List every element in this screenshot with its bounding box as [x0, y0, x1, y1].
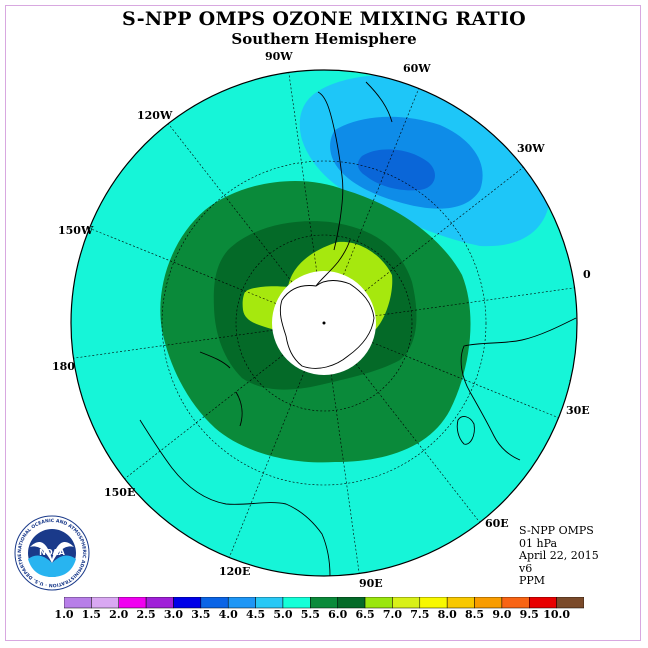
colorbar-tick-label: 10.0 — [543, 608, 571, 621]
info-block: S-NPP OMPS 01 hPa April 22, 2015 v6 PPM — [519, 524, 599, 588]
colorbar-tick-label: 9.0 — [492, 608, 512, 621]
meridian-line — [355, 363, 480, 523]
lon-label-120e: 120E — [219, 565, 250, 578]
map-boundary — [70, 69, 578, 577]
colorbar-tick-label: 2.0 — [109, 608, 129, 621]
lon-label-150w: 150W — [58, 224, 94, 237]
south-america-coast — [317, 81, 393, 251]
colorbar-tick-label: 6.5 — [355, 608, 375, 621]
antarctica-coast — [279, 239, 375, 369]
colorbar-swatch — [255, 597, 284, 609]
meridian-line — [372, 342, 559, 419]
meridian-line — [89, 227, 276, 304]
lon-label-30e: 30E — [566, 404, 590, 417]
meridian-line — [375, 287, 575, 317]
new-zealand-coast — [199, 351, 243, 427]
colorbar-swatch — [529, 597, 557, 609]
colorbar-tick-label: 8.5 — [464, 608, 485, 621]
blue-region-deep — [357, 149, 435, 191]
lon-label-30w: 30W — [517, 142, 545, 155]
colorbar-swatch — [474, 597, 503, 609]
colorbar-tick-label: 1.5 — [81, 608, 101, 621]
madagascar-coast — [456, 416, 475, 445]
colorbar-swatch — [227, 597, 256, 609]
info-date: April 22, 2015 — [519, 549, 599, 562]
meridian-line — [288, 72, 318, 272]
colorbar-tick-label: 9.5 — [519, 608, 539, 621]
info-units: PPM — [519, 574, 546, 587]
pole-dot — [322, 321, 326, 325]
colorbar-swatch — [392, 597, 421, 609]
lon-label-0: 0 — [583, 268, 591, 281]
lon-label-120w: 120W — [137, 109, 173, 122]
svg-text:NOAA: NOAA — [39, 548, 65, 557]
colorbar-tick-label: 5.5 — [300, 608, 320, 621]
colorbar-swatch — [282, 597, 311, 609]
colorbar-tick-label: 4.0 — [218, 608, 238, 621]
colorbar-swatch — [200, 597, 229, 609]
colorbar-swatch — [173, 597, 202, 609]
lon-label-90e: 90E — [359, 577, 383, 590]
colorbar — [64, 597, 584, 609]
colorbar-swatch — [556, 597, 584, 609]
lon-label-60e: 60E — [485, 517, 509, 530]
colorbar-swatch — [310, 597, 338, 609]
info-instrument: S-NPP OMPS — [519, 524, 594, 537]
colorbar-tick-label: 7.5 — [410, 608, 430, 621]
meridian-line — [364, 167, 524, 292]
lon-label-90w: 90W — [265, 50, 293, 63]
colorbar-swatch — [446, 597, 475, 609]
lon-label-180: 180 — [52, 360, 75, 373]
colorbar-swatch — [91, 597, 119, 609]
meridian-line — [228, 371, 305, 558]
lat-circle-60 — [235, 234, 413, 412]
colorbar-swatch — [419, 597, 448, 609]
lat-circle-30 — [161, 160, 487, 486]
colorbar-tick-label: 7.0 — [382, 608, 402, 621]
figure-frame — [5, 5, 641, 641]
colorbar-swatch — [364, 597, 393, 609]
colorbar-tick-label: 1.0 — [54, 608, 74, 621]
lon-label-60w: 60W — [403, 62, 431, 75]
meridian-line — [330, 374, 360, 574]
map-subtitle: Southern Hemisphere — [231, 30, 417, 48]
map-title: S-NPP OMPS OZONE MIXING RATIO — [121, 8, 527, 30]
colorbar-swatch — [501, 597, 530, 609]
colorbar-tick-label: 6.0 — [328, 608, 348, 621]
info-pressure: 01 hPa — [519, 536, 558, 550]
colorbar-tick-label: 3.0 — [163, 608, 184, 621]
info-version: v6 — [519, 561, 533, 575]
noaa-logo: NATIONAL OCEANIC AND ATMOSPHERIC ADMINIS… — [14, 515, 90, 591]
colorbar-swatch — [118, 597, 147, 609]
colorbar-swatch — [145, 597, 174, 609]
colorbar-swatch — [64, 597, 92, 609]
colorbar-tick-label: 2.5 — [136, 608, 156, 621]
colorbar-swatch — [337, 597, 366, 609]
australia-coast — [139, 419, 331, 576]
colorbar-tick-label: 3.5 — [191, 608, 211, 621]
meridian-line — [124, 354, 284, 479]
lon-label-150e: 150E — [104, 486, 135, 499]
meridian-line — [343, 88, 420, 275]
colorbar-tick-label: 5.0 — [273, 608, 293, 621]
meridian-line — [168, 123, 293, 283]
colorbar-tick-label: 8.0 — [437, 608, 457, 621]
colorbar-tick-label: 4.5 — [246, 608, 266, 621]
meridian-line — [73, 329, 273, 359]
